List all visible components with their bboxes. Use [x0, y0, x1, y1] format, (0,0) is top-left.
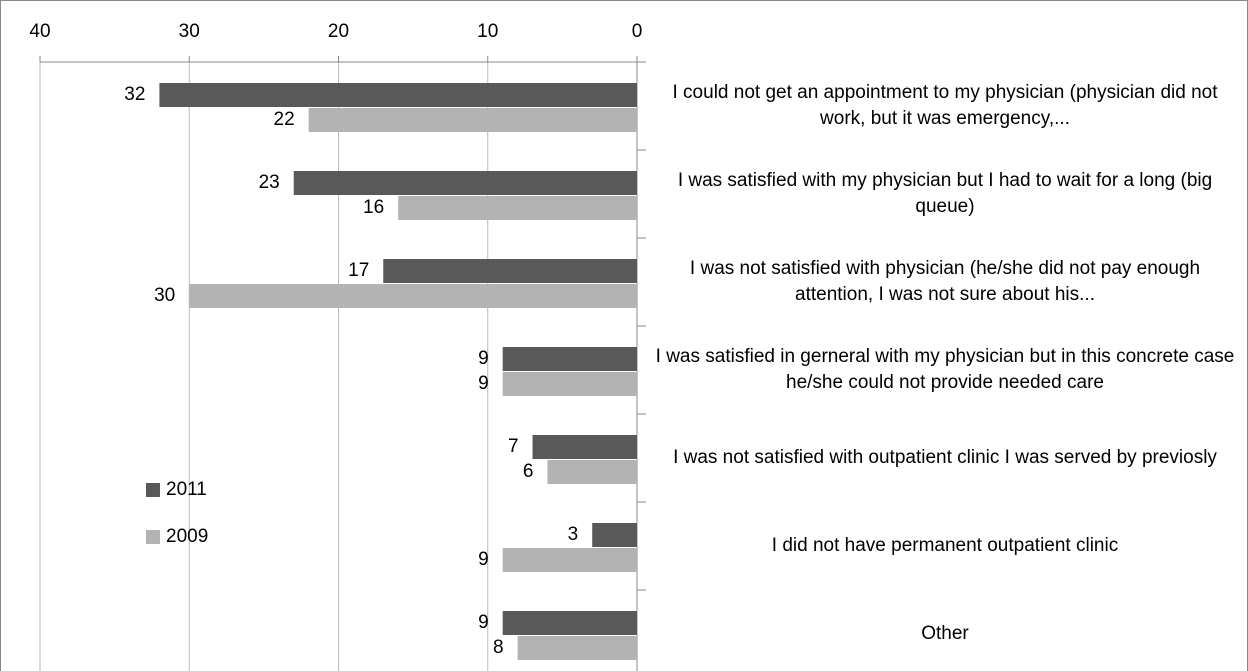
bar — [517, 636, 637, 660]
category-label: I was satisfied in gerneral with my phys… — [655, 346, 1235, 393]
value-label: 30 — [154, 285, 175, 306]
bar — [592, 523, 637, 547]
value-label: 9 — [478, 373, 489, 394]
bar — [159, 83, 637, 107]
bar — [502, 372, 637, 396]
category-label-box: Other — [921, 623, 969, 644]
bar — [293, 171, 637, 195]
category-label-box: I could not get an appointment to my phy… — [672, 82, 1218, 129]
category-label-box: I was satisfied with my physician but I … — [677, 170, 1213, 217]
bar — [502, 548, 637, 572]
value-label: 8 — [493, 637, 504, 658]
value-label: 17 — [348, 260, 369, 281]
x-tick-label: 20 — [328, 21, 349, 42]
value-label: 16 — [363, 197, 384, 218]
value-label: 7 — [508, 436, 519, 457]
bar — [532, 435, 637, 459]
value-label: 6 — [523, 461, 534, 482]
legend-swatch — [146, 530, 160, 544]
bar — [502, 611, 637, 635]
bar — [547, 460, 637, 484]
value-label: 32 — [124, 84, 145, 105]
legend-label: 2011 — [166, 479, 207, 500]
value-label: 9 — [478, 549, 489, 570]
category-label: I was not satisfied with physician (he/s… — [689, 258, 1201, 305]
x-tick-label: 30 — [179, 21, 200, 42]
category-label-box: I was satisfied in gerneral with my phys… — [655, 346, 1235, 393]
bar — [189, 284, 637, 308]
bar — [308, 108, 637, 132]
category-label: I did not have permanent outpatient clin… — [771, 535, 1119, 556]
x-tick-label: 10 — [477, 21, 498, 42]
value-label: 3 — [568, 524, 579, 545]
category-label-box: I was not satisfied with physician (he/s… — [689, 258, 1201, 305]
value-label: 9 — [478, 612, 489, 633]
value-label: 23 — [259, 172, 280, 193]
bar — [383, 259, 637, 283]
value-label: 22 — [274, 109, 295, 130]
category-label-box: I did not have permanent outpatient clin… — [771, 535, 1119, 556]
x-tick-label: 0 — [632, 21, 643, 42]
category-label: I was not satisfied with outpatient clin… — [673, 447, 1217, 468]
category-label: I was satisfied with my physician but I … — [677, 170, 1213, 217]
category-label-box: I was not satisfied with outpatient clin… — [673, 447, 1217, 468]
category-label: Other — [921, 623, 969, 644]
legend-label: 2009 — [166, 526, 208, 547]
category-label: I could not get an appointment to my phy… — [672, 82, 1218, 129]
x-tick-label: 40 — [29, 21, 50, 42]
bar — [398, 196, 637, 220]
bar — [502, 347, 637, 371]
value-label: 9 — [478, 348, 489, 369]
legend-swatch — [146, 483, 160, 497]
